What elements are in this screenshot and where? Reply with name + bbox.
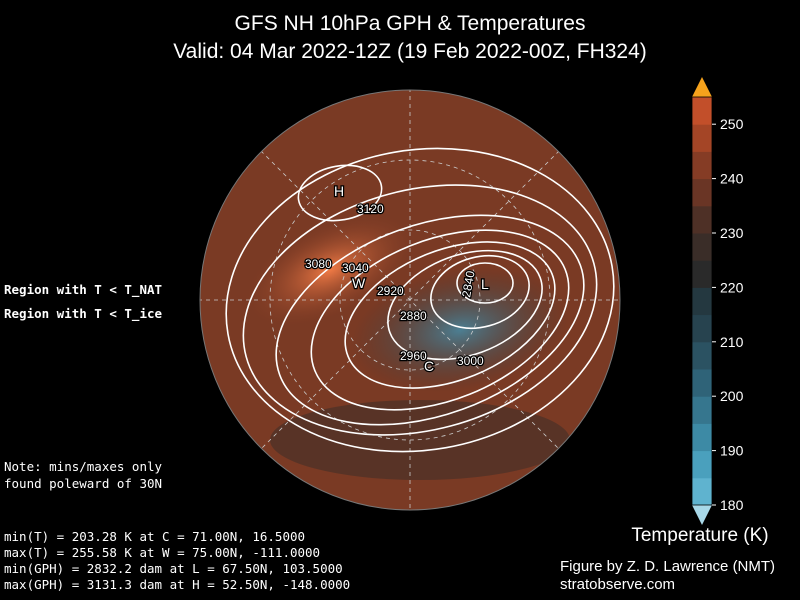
colorbar-segment bbox=[692, 151, 712, 180]
legend-entry: Region with T < T_NAT bbox=[4, 282, 162, 298]
note: Note: mins/maxes only bbox=[4, 459, 163, 474]
stat: max(T) = 255.58 K at W = 75.00N, -111.00… bbox=[4, 545, 320, 560]
marker: W bbox=[352, 275, 366, 291]
colorbar-segment bbox=[692, 477, 712, 506]
colorbar-tick-label: 250 bbox=[720, 116, 744, 132]
colorbar-segment bbox=[692, 450, 712, 479]
colorbar-segment bbox=[692, 97, 712, 125]
colorbar-over bbox=[692, 77, 712, 97]
colorbar-segment bbox=[692, 233, 712, 261]
contour-label: 3000 bbox=[457, 354, 484, 368]
contour-label: 3120 bbox=[357, 202, 384, 216]
stat: min(GPH) = 2832.2 dam at L = 67.50N, 103… bbox=[4, 561, 343, 576]
title-line: Valid: 04 Mar 2022-12Z (19 Feb 2022-00Z,… bbox=[173, 40, 647, 63]
colorbar-segment bbox=[692, 314, 712, 343]
note: found poleward of 30N bbox=[4, 476, 162, 491]
credit: stratobserve.com bbox=[560, 576, 675, 593]
colorbar-segment bbox=[692, 260, 712, 288]
stat: min(T) = 203.28 K at C = 71.00N, 16.5000 bbox=[4, 529, 305, 544]
colorbar-frame bbox=[691, 96, 713, 506]
colorbar-segment bbox=[692, 124, 712, 152]
contour-label: 3080 bbox=[305, 257, 332, 271]
credit: Figure by Z. D. Lawrence (NMT) bbox=[560, 558, 775, 575]
legend-entry: Region with T < T_ice bbox=[4, 306, 163, 322]
colorbar-segment bbox=[692, 287, 712, 316]
colorbar-segment bbox=[692, 178, 712, 207]
colorbar-segment bbox=[692, 396, 712, 424]
contour-label: 3040 bbox=[342, 261, 369, 275]
colorbar-tick-label: 210 bbox=[720, 334, 744, 350]
colorbar-segment bbox=[692, 341, 712, 370]
colorbar-segment bbox=[692, 205, 712, 234]
colorbar-segment bbox=[692, 423, 712, 452]
map bbox=[200, 90, 620, 510]
colorbar-under bbox=[692, 505, 712, 525]
colorbar-tick-label: 200 bbox=[720, 388, 744, 404]
colorbar-tick-label: 240 bbox=[720, 171, 744, 187]
contour-label: 2960 bbox=[400, 349, 427, 363]
contour-label: 2880 bbox=[400, 309, 427, 323]
contour-label: 2840 bbox=[459, 269, 477, 298]
colorbar-tick-label: 230 bbox=[720, 225, 744, 241]
contour-label: 2920 bbox=[377, 284, 404, 298]
colorbar-tick-label: 180 bbox=[720, 497, 744, 513]
marker: H bbox=[334, 183, 344, 199]
stat: max(GPH) = 3131.3 dam at H = 52.50N, -14… bbox=[4, 577, 350, 592]
colorbar-tick-label: 190 bbox=[720, 443, 744, 459]
title-line: GFS NH 10hPa GPH & Temperatures bbox=[235, 12, 586, 35]
marker: L bbox=[481, 276, 489, 292]
colorbar-tick-label: 220 bbox=[720, 279, 744, 295]
marker: C bbox=[424, 358, 434, 374]
colorbar-label: Temperature (K) bbox=[631, 525, 768, 546]
colorbar: 180 190 200 210 220 230 240 250 bbox=[691, 77, 744, 525]
colorbar-segment bbox=[692, 369, 712, 397]
